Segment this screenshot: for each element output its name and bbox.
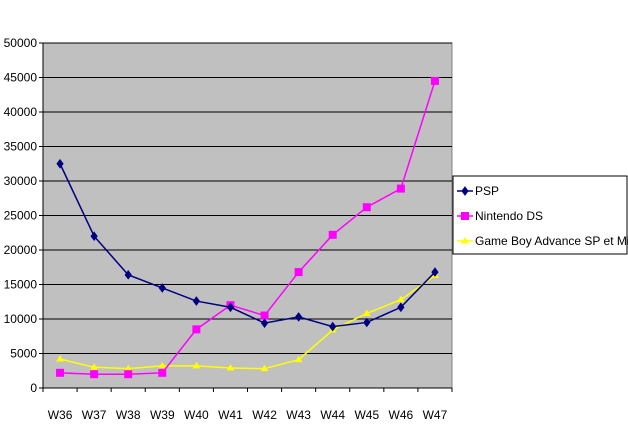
y-tick-label: 20000 xyxy=(4,243,38,257)
data-point-psp xyxy=(90,231,98,242)
data-point-psp xyxy=(226,302,235,313)
series-line-psp xyxy=(59,163,436,328)
x-tick-label: W46 xyxy=(389,408,414,422)
data-point-psp xyxy=(260,318,269,328)
data-point-nintendo-ds xyxy=(124,370,133,379)
y-tick-label: 35000 xyxy=(4,140,38,154)
series-line-nintendo-ds xyxy=(60,80,436,375)
y-tick-label: 30000 xyxy=(4,174,38,188)
x-tick-label: W41 xyxy=(218,408,243,422)
x-tick-label: W40 xyxy=(184,408,209,422)
y-axis-ticks: 0 5000 10000 15000 20000 25000 30000 35000 40000… xyxy=(4,36,43,395)
x-tick-label: W42 xyxy=(252,408,277,422)
y-tick-label: 45000 xyxy=(4,71,38,85)
legend-label-nintendo-ds: Nintendo DS xyxy=(475,209,543,223)
y-tick-label: 25000 xyxy=(4,209,38,223)
data-point-game-boy-advance-sp-et-micro xyxy=(56,355,64,362)
data-point-game-boy-advance-sp-et-micro xyxy=(192,361,201,369)
series-nintendo-ds xyxy=(56,76,439,379)
data-point-psp xyxy=(329,321,337,332)
data-point-game-boy-advance-sp-et-micro xyxy=(226,364,235,371)
legend-marker-nintendo-ds xyxy=(461,212,469,220)
y-tick-label: 40000 xyxy=(4,105,38,119)
y-tick-label: 15000 xyxy=(4,278,38,292)
data-point-psp xyxy=(295,312,303,322)
legend-marker-psp xyxy=(461,186,469,196)
y-tick-label: 50000 xyxy=(4,36,38,50)
series-layer xyxy=(56,76,439,379)
data-point-nintendo-ds xyxy=(396,184,405,193)
legend-label-psp: PSP xyxy=(475,184,499,198)
x-tick-label: W43 xyxy=(286,408,311,422)
data-point-game-boy-advance-sp-et-micro xyxy=(294,355,303,363)
data-point-nintendo-ds xyxy=(430,76,439,85)
x-tick-label: W45 xyxy=(354,408,379,422)
x-tick-label: W44 xyxy=(320,408,345,422)
data-point-nintendo-ds xyxy=(362,203,371,212)
x-tick-label: W36 xyxy=(48,408,73,422)
x-tick-label: W37 xyxy=(82,408,107,422)
data-point-nintendo-ds xyxy=(294,268,303,277)
data-point-game-boy-advance-sp-et-micro xyxy=(158,361,167,369)
series-psp xyxy=(56,158,439,332)
data-point-psp xyxy=(124,270,132,280)
data-point-game-boy-advance-sp-et-micro xyxy=(90,363,99,370)
y-tick-label: 5000 xyxy=(10,347,37,361)
data-point-nintendo-ds xyxy=(158,368,167,377)
series-line-game-boy-advance-sp-et-micro xyxy=(59,274,436,370)
x-tick-label: W47 xyxy=(423,408,448,422)
y-tick-label: 0 xyxy=(30,381,37,395)
x-tick-label: W38 xyxy=(116,408,141,422)
data-point-game-boy-advance-sp-et-micro xyxy=(396,295,405,303)
data-point-psp xyxy=(397,302,405,313)
data-point-nintendo-ds xyxy=(260,311,269,320)
y-tick-label: 10000 xyxy=(4,312,38,326)
data-point-game-boy-advance-sp-et-micro xyxy=(362,309,371,316)
plot-area xyxy=(42,42,453,389)
x-tick-label: W39 xyxy=(150,408,175,422)
data-point-psp xyxy=(363,317,371,328)
legend-label-game-boy-advance-sp-et-micro: Game Boy Advance SP et Micro xyxy=(475,234,628,248)
legend-marker-game-boy-advance-sp-et-micro xyxy=(461,237,469,244)
data-point-psp xyxy=(431,267,439,277)
data-point-psp xyxy=(158,283,166,293)
data-point-nintendo-ds xyxy=(328,230,337,239)
data-point-nintendo-ds xyxy=(192,325,201,334)
x-axis-ticks: W36 W37 W38 W39 W40 W41 W42 W43 W44 W45 W46 W47 xyxy=(42,388,453,422)
data-point-nintendo-ds xyxy=(90,370,99,379)
data-point-psp xyxy=(192,296,200,306)
data-point-nintendo-ds xyxy=(56,368,65,377)
legend: PSP Nintendo DS Game Boy Advance SP et Mic… xyxy=(452,175,628,255)
data-point-psp xyxy=(56,158,64,169)
data-point-game-boy-advance-sp-et-micro xyxy=(260,364,269,372)
legend-box xyxy=(452,175,628,255)
